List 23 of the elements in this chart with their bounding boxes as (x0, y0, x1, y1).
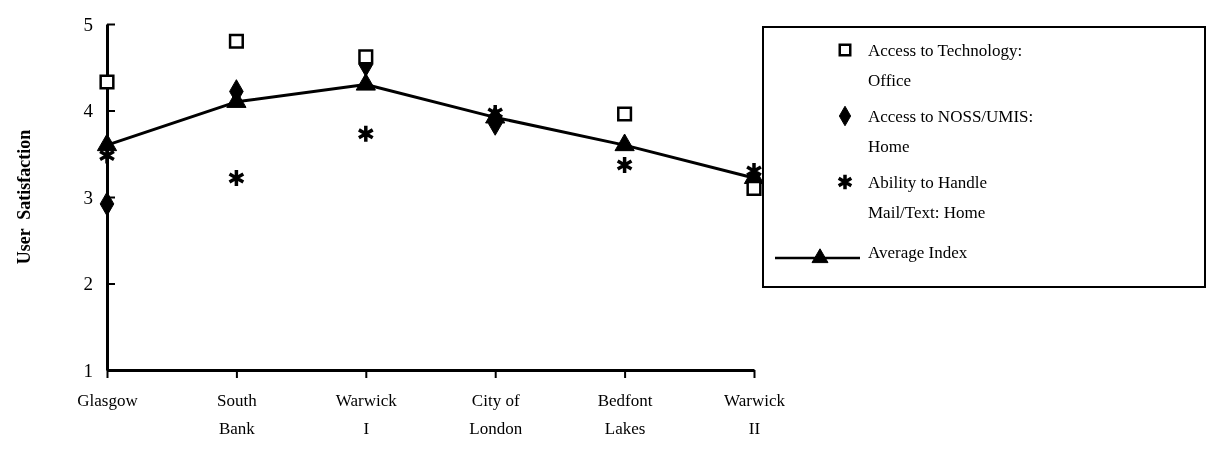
point (358, 49, 374, 65)
point (227, 168, 246, 188)
point (615, 155, 634, 175)
y-tick-label: 3 (83, 186, 93, 208)
x-tick-label: Warwick I (335, 391, 398, 438)
x-tick-label: Glasgow (77, 391, 139, 410)
y-tick-label: 1 (83, 359, 93, 381)
y-tick-label: 2 (83, 273, 93, 295)
y-tick-label: 5 (83, 13, 93, 35)
y-axis-title: User Satisfaction (14, 129, 34, 265)
legend-label: Ability to Handle Mail/Text: Home (868, 173, 987, 222)
legend-label: Average Index (868, 243, 968, 262)
point (228, 33, 244, 49)
point (99, 74, 115, 90)
x-tick-label: South Bank (217, 391, 258, 438)
x-tick-label: City of London (469, 391, 523, 438)
legend-label: Access to Technology: Office (868, 41, 1023, 90)
point (357, 124, 375, 144)
legend-label: Access to NOSS/UMIS: Home (868, 107, 1034, 156)
x-tick-label: Warwick II (724, 391, 786, 438)
y-tick-label: 4 (83, 100, 94, 122)
x-tick-label: Bedfont Lakes (597, 391, 653, 438)
point (617, 106, 633, 122)
